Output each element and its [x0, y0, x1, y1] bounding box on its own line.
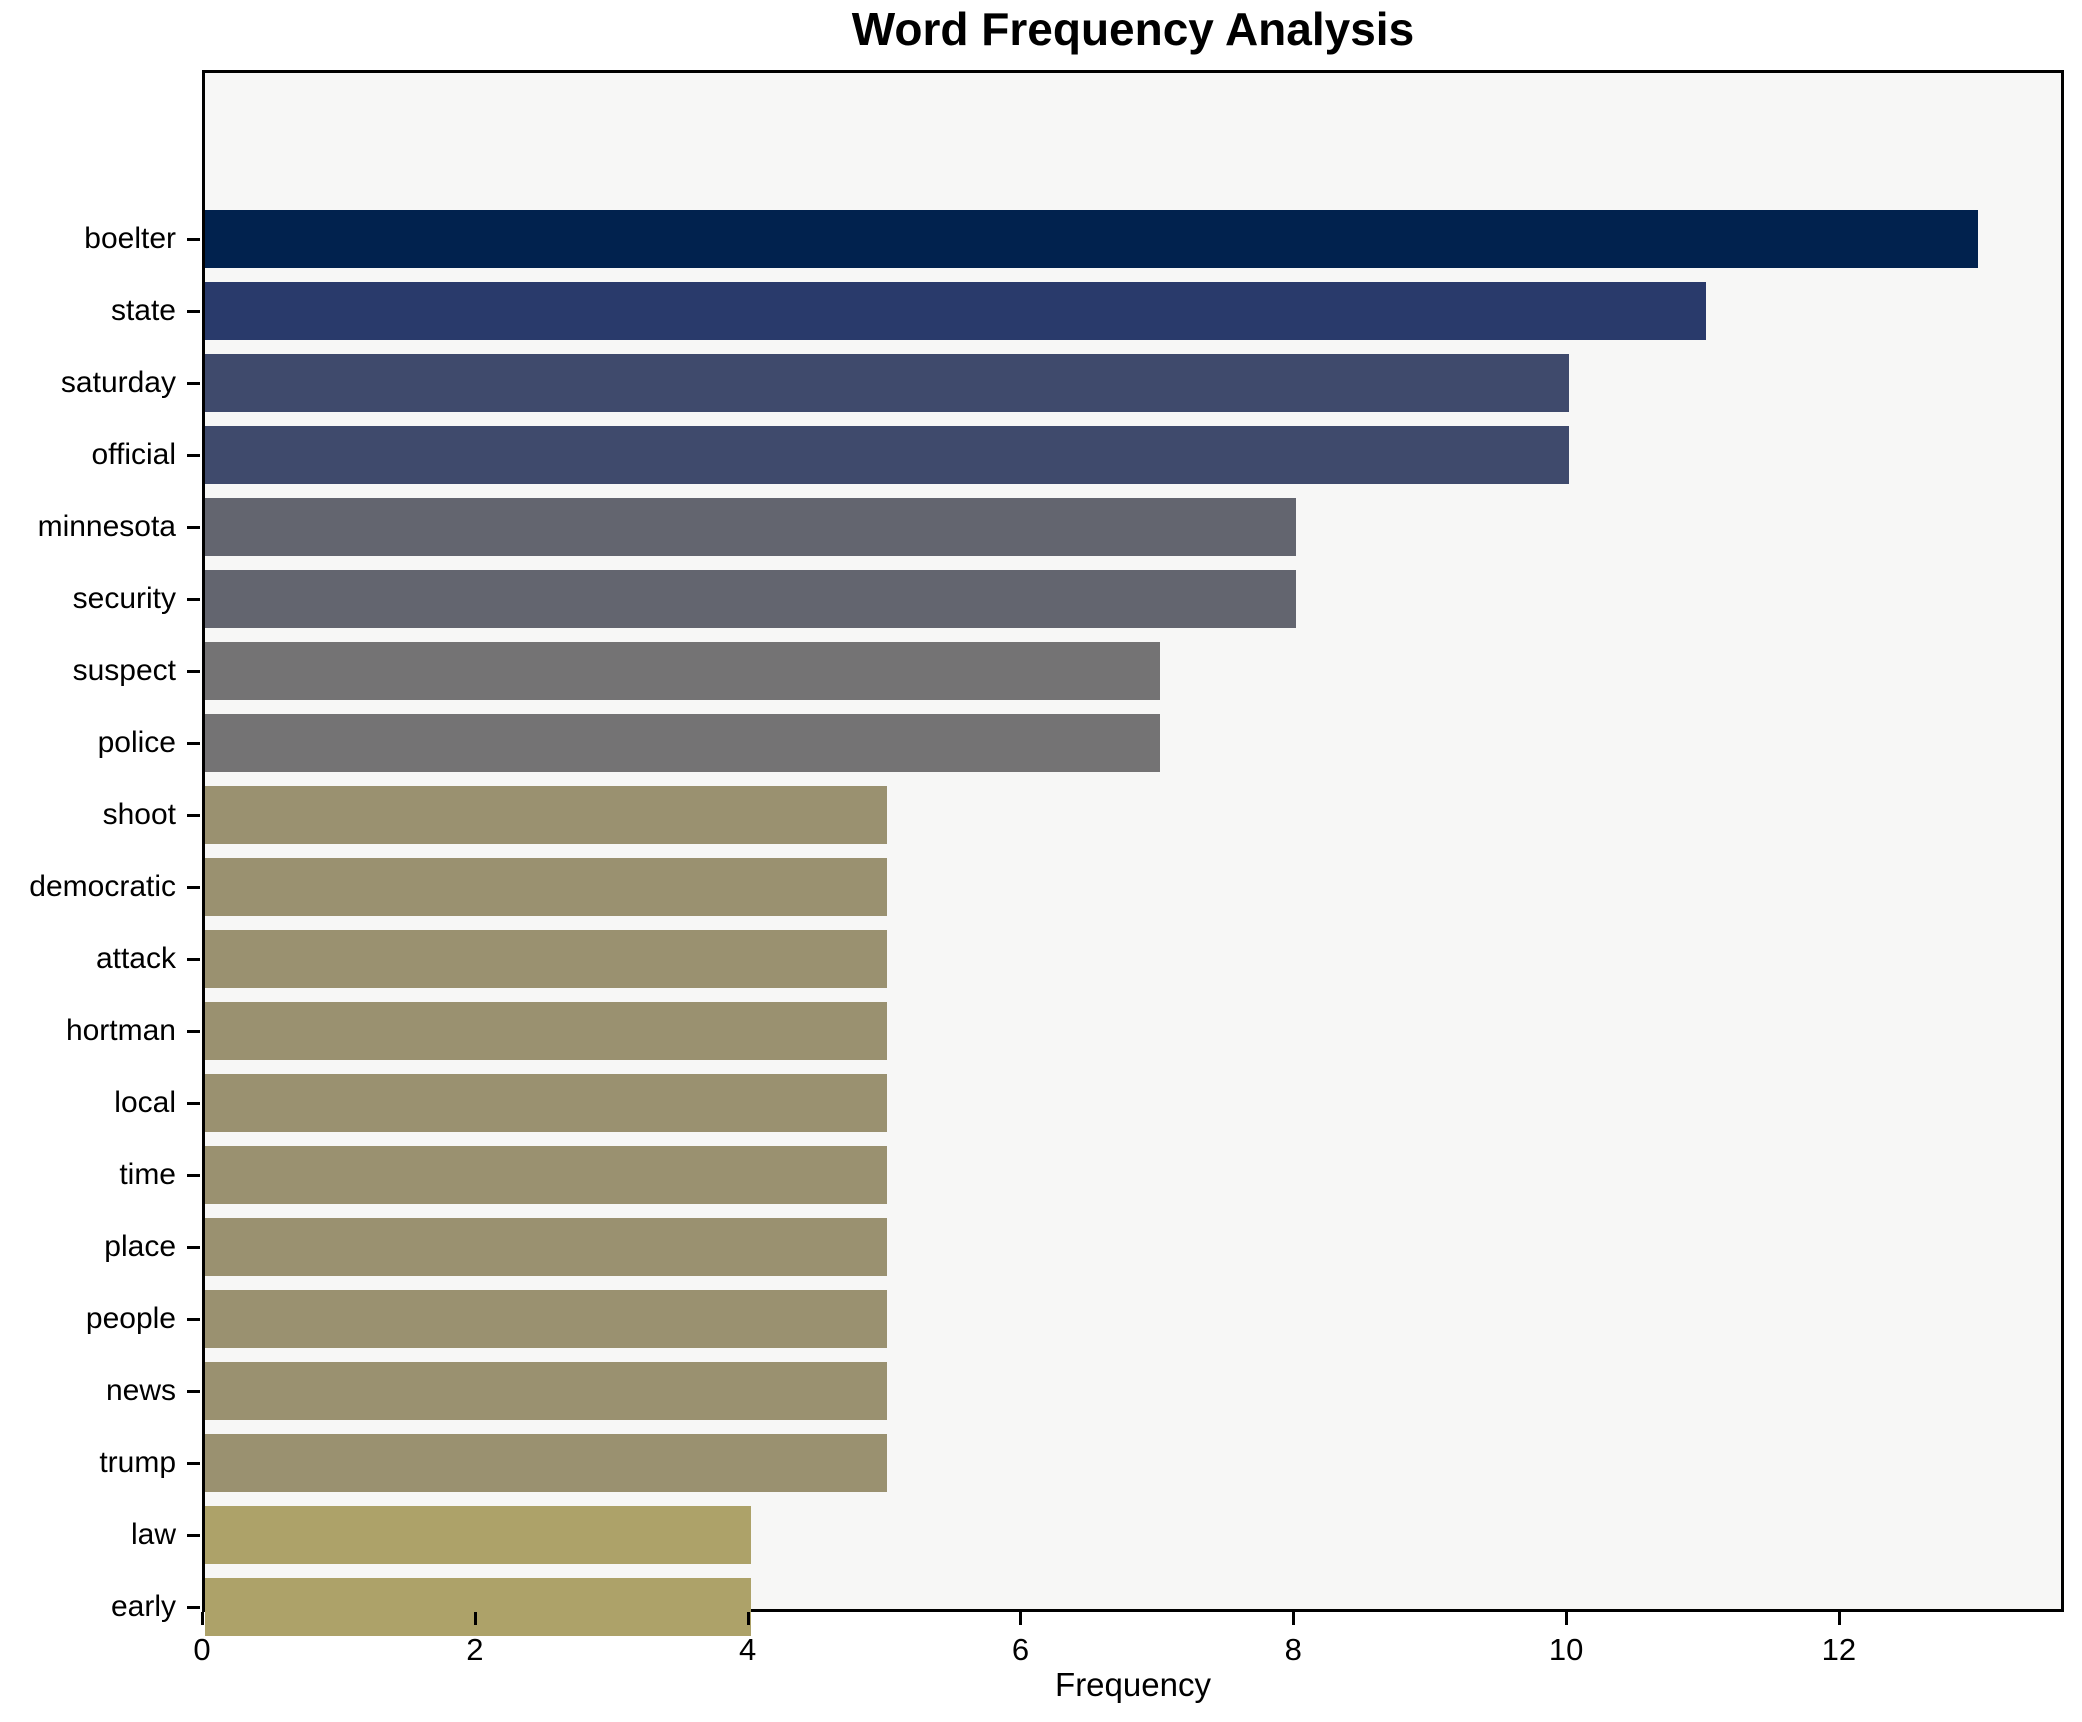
- y-tick-label-place: place: [104, 1230, 176, 1263]
- y-tick-mark-place: [187, 1246, 200, 1249]
- bar-democratic: [205, 858, 887, 916]
- y-tick-mark-attack: [187, 958, 200, 961]
- y-tick-label-hortman: hortman: [65, 1014, 176, 1047]
- bar-state: [205, 282, 1706, 340]
- bar-law: [205, 1506, 751, 1564]
- bar-early: [205, 1578, 751, 1636]
- y-tick-mark-law: [187, 1534, 200, 1537]
- y-tick-label-saturday: saturday: [60, 366, 176, 399]
- y-tick-mark-minnesota: [187, 526, 200, 529]
- x-tick-label-8: 8: [1284, 1632, 1302, 1667]
- x-tick-label-2: 2: [466, 1632, 484, 1667]
- y-tick-mark-suspect: [187, 670, 200, 673]
- y-tick-label-boelter: boelter: [84, 222, 176, 255]
- x-tick-mark-10: [1565, 1612, 1569, 1625]
- y-tick-mark-police: [187, 742, 200, 745]
- y-tick-mark-time: [187, 1174, 200, 1177]
- y-tick-mark-local: [187, 1102, 200, 1105]
- bar-place: [205, 1218, 887, 1276]
- y-tick-label-minnesota: minnesota: [37, 510, 176, 543]
- y-tick-label-security: security: [72, 582, 176, 615]
- bar-local: [205, 1074, 887, 1132]
- y-tick-label-people: people: [85, 1302, 176, 1335]
- y-tick-label-news: news: [105, 1374, 176, 1407]
- x-tick-mark-12: [1837, 1612, 1841, 1625]
- y-tick-mark-trump: [187, 1462, 200, 1465]
- x-tick-mark-0: [201, 1612, 204, 1625]
- bar-news: [205, 1362, 887, 1420]
- bar-shoot: [205, 786, 887, 844]
- y-tick-label-democratic: democratic: [29, 870, 176, 903]
- y-tick-label-trump: trump: [99, 1446, 176, 1479]
- x-tick-mark-4: [746, 1612, 750, 1625]
- x-tick-label-4: 4: [739, 1632, 757, 1667]
- bar-people: [205, 1290, 887, 1348]
- y-tick-mark-boelter: [187, 238, 200, 241]
- y-tick-label-time: time: [119, 1158, 176, 1191]
- y-tick-label-law: law: [130, 1518, 176, 1551]
- bar-minnesota: [205, 498, 1296, 556]
- chart-title: Word Frequency Analysis: [851, 3, 1415, 55]
- bar-attack: [205, 930, 887, 988]
- plot-area: [202, 70, 2064, 1636]
- y-tick-label-police: police: [97, 726, 176, 759]
- x-tick-label-6: 6: [1011, 1632, 1030, 1667]
- bar-time: [205, 1146, 887, 1204]
- y-tick-mark-democratic: [187, 886, 200, 889]
- bar-suspect: [205, 642, 1160, 700]
- y-tick-mark-saturday: [187, 382, 200, 385]
- bar-police: [205, 714, 1160, 772]
- y-tick-label-state: state: [110, 294, 176, 327]
- y-tick-mark-shoot: [187, 814, 200, 817]
- y-tick-label-official: official: [91, 438, 177, 471]
- bar-trump: [205, 1434, 887, 1492]
- x-tick-mark-8: [1292, 1612, 1296, 1625]
- y-tick-label-attack: attack: [95, 942, 176, 975]
- bar-official: [205, 426, 1569, 484]
- bar-security: [205, 570, 1296, 628]
- y-tick-mark-official: [187, 454, 200, 457]
- bar-boelter: [205, 210, 1978, 268]
- y-tick-label-early: early: [110, 1590, 176, 1623]
- y-tick-mark-people: [187, 1318, 200, 1321]
- y-tick-mark-state: [187, 310, 200, 313]
- y-tick-mark-security: [187, 598, 200, 601]
- x-tick-mark-6: [1019, 1612, 1023, 1625]
- y-tick-label-local: local: [114, 1086, 176, 1119]
- y-tick-mark-early: [187, 1606, 200, 1609]
- x-tick-mark-2: [473, 1612, 477, 1625]
- x-tick-label-12: 12: [1821, 1632, 1857, 1667]
- y-tick-mark-news: [187, 1390, 200, 1393]
- y-tick-label-shoot: shoot: [102, 798, 176, 831]
- bar-hortman: [205, 1002, 887, 1060]
- x-tick-label-10: 10: [1548, 1632, 1584, 1667]
- bar-saturday: [205, 354, 1569, 412]
- x-tick-label-0: 0: [193, 1632, 211, 1667]
- y-tick-label-suspect: suspect: [72, 654, 176, 687]
- x-axis-label: Frequency: [1055, 1666, 1211, 1703]
- y-tick-mark-hortman: [187, 1030, 200, 1033]
